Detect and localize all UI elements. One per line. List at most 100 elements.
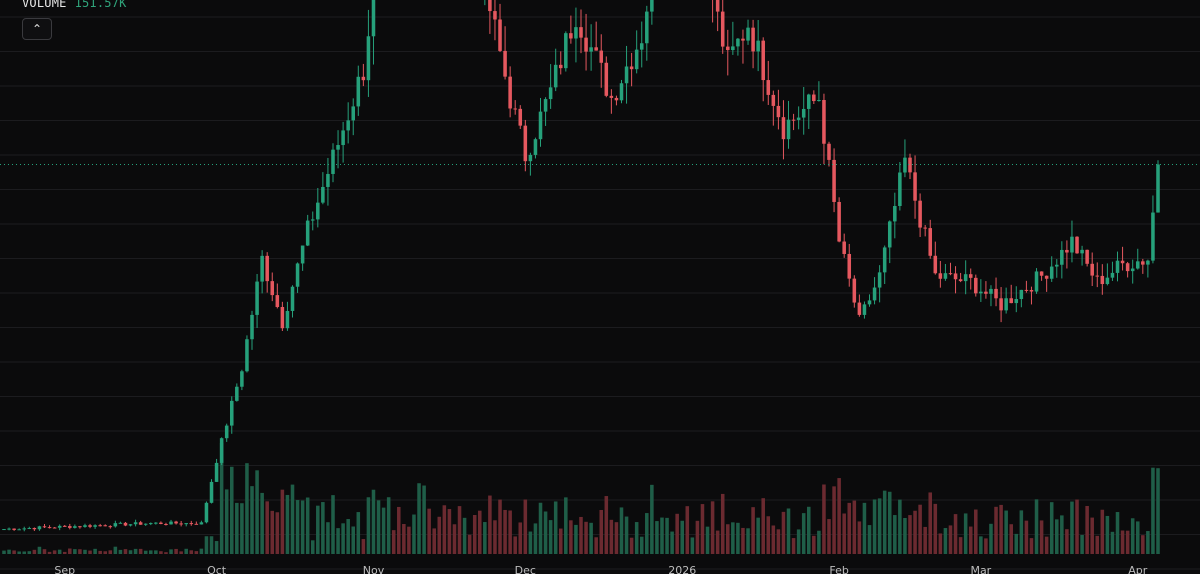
candle-body [224,425,229,439]
candle-body [68,526,72,528]
candle-body [1135,261,1140,269]
candle-body [771,94,776,106]
volume-bar [1146,531,1150,554]
candle-body [1095,275,1100,277]
candle-body [209,481,214,503]
volume-label: VOLUME [22,0,67,10]
volume-bar [928,492,933,554]
volume-bar [979,536,983,554]
volume-bar [346,519,350,554]
candle-body [260,255,264,282]
candle-body [1115,260,1120,273]
candle-body [1060,249,1064,265]
candle-body [62,525,67,527]
candle-body [812,94,816,102]
volume-bar [32,549,37,554]
candle-body [908,157,912,173]
volume-bar [518,522,523,554]
volume-bar [422,485,426,554]
candle-body [503,50,507,77]
volume-bar [1055,519,1059,554]
volume-bar [341,523,345,554]
volume-bar [275,512,280,554]
volume-bar [407,526,411,554]
candle-body [594,47,598,51]
volume-value: 151.57K [74,0,127,10]
candle-body [1029,289,1034,292]
candle-body [321,186,325,203]
candle-body [761,40,765,81]
volume-bar [316,505,320,554]
candle-body [746,27,750,41]
volume-bar [402,523,406,554]
candle-body [245,339,249,372]
candle-body [989,288,993,294]
volume-bar [553,501,558,554]
candle-body [543,99,548,112]
candle-body [801,108,806,118]
volume-bar [42,549,47,554]
candle-body [108,526,113,528]
volume-bar [548,520,553,554]
volume-bar [159,551,163,554]
collapse-button[interactable]: ⌃ [22,18,52,40]
volume-bar [27,551,32,554]
x-tick-label: 2026 [668,564,696,574]
candle-body [305,220,310,246]
volume-bar [219,443,224,554]
volume-bar [604,496,609,554]
volume-bar [847,502,852,554]
candle-body [149,523,153,525]
candle-body [1080,249,1084,254]
candle-body [645,11,649,44]
volume-bar [558,528,563,554]
volume-bar [143,550,148,554]
candle-body [938,273,943,279]
volume-bar [285,494,290,554]
candle-body [37,526,42,530]
candle-body [650,0,654,12]
price-candles [2,0,1160,532]
grid-lines [0,16,1200,570]
candle-body [842,241,846,254]
candle-body [493,11,497,20]
candle-body [979,291,983,294]
candle-body [164,524,168,526]
candle-body [731,46,735,51]
volume-bar [240,503,244,554]
volume-bar [639,536,644,554]
volume-bar [447,509,452,554]
candle-body [822,99,826,144]
candle-body [538,111,543,140]
volume-bar [746,528,750,554]
volume-bar [138,548,143,554]
volume-bar [376,500,381,554]
candle-body [341,130,345,146]
candle-body [1120,260,1125,264]
candle-body [1024,289,1029,291]
candle-body [159,522,163,525]
candle-body [133,522,138,525]
candle-body [169,521,173,525]
volume-bar [715,530,720,554]
volume-bar [933,503,938,554]
candle-body [93,525,97,527]
candle-body [872,287,877,301]
candle-body [523,125,528,162]
candle-body [887,221,892,248]
candle-body [1105,277,1110,285]
volume-bar [68,548,72,554]
candle-body [184,523,188,525]
volume-bar [569,520,573,554]
volume-bar [321,502,325,554]
volume-bar [149,550,153,554]
candle-body [604,62,609,96]
candle-body [898,172,902,207]
candle-body [143,523,148,525]
candle-body [837,201,841,242]
candle-body [918,200,922,228]
volume-bar [837,478,841,554]
candle-body [726,46,730,51]
